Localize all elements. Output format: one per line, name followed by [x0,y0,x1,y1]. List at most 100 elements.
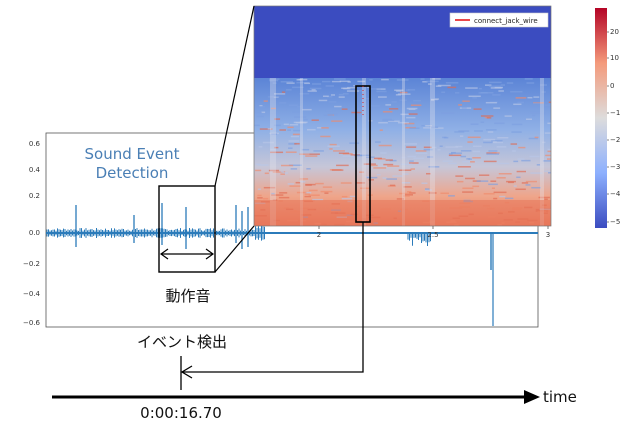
spectrogram-cell [476,180,489,182]
waveform-y-tick-label: 0.0 [29,229,40,237]
spectrogram-cell [288,143,297,145]
spectrogram-cell [532,102,541,105]
spectrogram-cell [472,185,480,188]
spectrogram-cell [406,107,418,110]
spectrogram-cell [437,84,451,87]
spectrogram-cell [544,198,548,201]
spectrogram-cell [294,116,307,118]
spectrogram-cell [257,188,261,190]
spectrogram-cell [280,81,293,83]
spectrogram-cell [423,127,432,129]
spectrogram-cell [399,99,407,101]
spectrogram-cell [336,164,349,167]
spectrogram-cell [389,159,397,162]
spectrogram-cell [382,111,393,113]
spectrogram-x-ticks: 2 2.5 3 [317,226,550,239]
spectrogram-cell [282,109,287,111]
spectrogram-cell [268,169,280,172]
spectrogram-cell [333,78,346,80]
spectrogram-cell [255,169,262,172]
spectrogram-cell [472,157,481,159]
spectrogram-cell [368,179,375,181]
spectrogram-x-tick-label: 2 [317,231,321,239]
spectrogram-cell [425,172,431,175]
spectrogram-cell [541,91,546,93]
spectrogram-cell [269,132,279,135]
spectrogram-cell [312,198,324,201]
spectrogram-cell [486,152,497,154]
spectrogram-x-tick-label: 3 [546,231,550,239]
spectrogram-cell [490,87,502,89]
spectrogram-cell [382,119,395,122]
spectrogram-cell [255,111,263,114]
spectrogram-cell [458,130,470,132]
spectrogram-cell [299,93,310,95]
spectrogram-cell [296,81,309,84]
spectrogram-cell [517,158,525,160]
spectrogram-cell [421,124,425,127]
spectrogram-texture [254,78,551,226]
spectrogram-cell [544,132,551,134]
spectrogram-cell [485,129,497,131]
spectrogram-cell [366,176,378,179]
spectrogram-cell [302,108,312,111]
spectrogram-cell [498,173,512,175]
spectrogram-cell [430,98,438,101]
spectrogram-cell [294,143,300,145]
spectrogram-cell [429,126,439,129]
spectrogram-cell [494,122,505,125]
spectrogram-cell [423,148,433,151]
spectrogram-cell [382,118,392,121]
spectrogram-cell [462,191,474,193]
spectrogram-cell [349,142,360,144]
spectrogram-cell [341,108,348,110]
spectrogram-cell [272,171,286,173]
spectrogram-cell [376,173,381,176]
spectrogram-x-tick-label: 2.5 [427,231,438,239]
spectrogram-cell [306,168,311,170]
spectrogram-cell [388,120,400,123]
spectrogram-cell [492,141,503,144]
spectrogram-cell [329,143,337,146]
spectrogram-cell [374,141,381,143]
spectrogram-cell [271,192,275,195]
spectrogram-cell [407,155,417,158]
spectrogram-cell [401,182,411,184]
spectrogram-cell [442,160,453,162]
spectrogram-cell [545,154,551,157]
spectrogram-cell [328,101,337,103]
spectrogram-cell [544,104,551,106]
spectrogram-cell [500,84,506,86]
spectrogram-cell [321,80,331,83]
spectrogram-cell [515,188,526,191]
spectrogram-cell [492,94,501,96]
spectrogram-cell [488,150,498,152]
spectrogram-cell [256,115,264,118]
spectrogram-cell [445,146,459,148]
time-axis-label: time [543,388,577,406]
spectrogram-cell [271,107,276,110]
spectrogram-cell [369,79,373,81]
spectrogram-cell [493,107,501,109]
spectrogram-cell [257,164,269,166]
spectrogram-cell [288,164,302,166]
spectrogram-cell [273,124,281,127]
spectrogram-cell [299,178,309,180]
spectrogram-cell [422,81,428,83]
spectrogram-cell [338,93,344,96]
spectrogram-cell [486,153,500,155]
spectrogram-cell [311,83,322,85]
spectrogram-cell [516,170,526,173]
spectrogram-cell [410,168,415,170]
spectrogram-cell [540,84,548,86]
spectrogram-cell [470,161,475,163]
spectrogram-cell [257,197,263,199]
spectrogram-cell [258,146,263,148]
waveform-y-tick-label: 0.2 [29,192,40,200]
spectrogram-legend: connect_jack_wire [449,12,549,28]
spectrogram-cell [286,89,292,91]
spectrogram-cell [339,80,350,83]
spectrogram-cell [511,131,522,133]
spectrogram-cell [424,188,430,190]
spectrogram-cell [546,158,551,160]
